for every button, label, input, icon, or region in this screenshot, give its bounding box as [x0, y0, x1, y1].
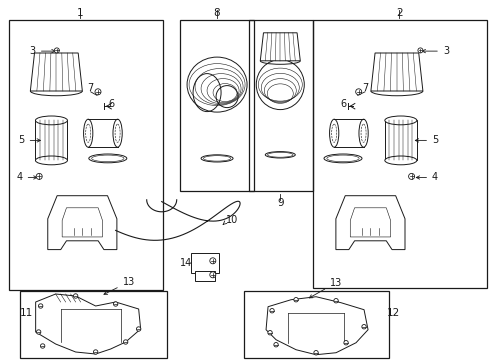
Circle shape — [123, 340, 128, 344]
Circle shape — [114, 302, 118, 306]
Ellipse shape — [385, 116, 417, 125]
Text: 7: 7 — [362, 83, 368, 93]
Circle shape — [95, 89, 101, 95]
Circle shape — [294, 297, 298, 302]
Circle shape — [274, 342, 278, 347]
Polygon shape — [30, 53, 82, 91]
Circle shape — [36, 330, 41, 334]
Text: 10: 10 — [226, 215, 239, 225]
Text: 3: 3 — [30, 46, 55, 56]
Circle shape — [210, 272, 216, 278]
Text: 4: 4 — [17, 172, 37, 183]
Polygon shape — [260, 33, 300, 61]
Bar — [244, 291, 389, 358]
Polygon shape — [36, 294, 141, 354]
Bar — [195, 271, 215, 281]
Text: 4: 4 — [416, 172, 438, 183]
Text: 11: 11 — [20, 308, 33, 318]
Circle shape — [418, 48, 423, 53]
Ellipse shape — [359, 119, 368, 147]
Circle shape — [334, 298, 338, 303]
Ellipse shape — [187, 57, 247, 112]
Circle shape — [36, 174, 42, 179]
Ellipse shape — [330, 119, 339, 147]
Text: 5: 5 — [19, 135, 40, 145]
Circle shape — [54, 48, 59, 53]
Circle shape — [94, 350, 98, 354]
Circle shape — [270, 309, 274, 313]
Bar — [35, 120, 68, 161]
Bar — [313, 20, 487, 288]
Circle shape — [409, 174, 415, 179]
Circle shape — [38, 304, 43, 308]
Text: 6: 6 — [109, 99, 115, 109]
Ellipse shape — [35, 116, 68, 125]
Text: 14: 14 — [180, 258, 192, 268]
Text: 5: 5 — [416, 135, 438, 145]
Text: 7: 7 — [88, 83, 94, 93]
Text: 9: 9 — [277, 198, 284, 208]
Text: 8: 8 — [213, 8, 220, 18]
Circle shape — [344, 341, 348, 345]
Circle shape — [362, 324, 366, 329]
Text: 13: 13 — [309, 278, 342, 298]
Circle shape — [314, 351, 318, 355]
Ellipse shape — [113, 119, 122, 147]
Text: 12: 12 — [387, 308, 400, 318]
Bar — [9, 20, 163, 290]
Polygon shape — [336, 196, 405, 249]
Circle shape — [136, 327, 141, 331]
Polygon shape — [266, 297, 368, 355]
Bar — [180, 20, 254, 191]
Circle shape — [356, 89, 362, 95]
Polygon shape — [371, 53, 423, 91]
Ellipse shape — [385, 156, 417, 165]
Bar — [385, 120, 417, 161]
Bar — [249, 20, 313, 191]
Bar — [20, 291, 167, 358]
Ellipse shape — [84, 119, 93, 147]
Text: 13: 13 — [104, 277, 135, 294]
Circle shape — [268, 330, 272, 335]
Ellipse shape — [35, 156, 68, 165]
Circle shape — [74, 294, 78, 298]
Circle shape — [41, 344, 45, 348]
Text: 6: 6 — [340, 99, 346, 109]
Circle shape — [210, 258, 216, 264]
Text: 2: 2 — [396, 8, 403, 18]
Text: 1: 1 — [76, 8, 83, 18]
Text: 3: 3 — [422, 46, 449, 56]
Ellipse shape — [256, 60, 304, 109]
Bar — [191, 253, 219, 273]
Polygon shape — [48, 196, 117, 249]
